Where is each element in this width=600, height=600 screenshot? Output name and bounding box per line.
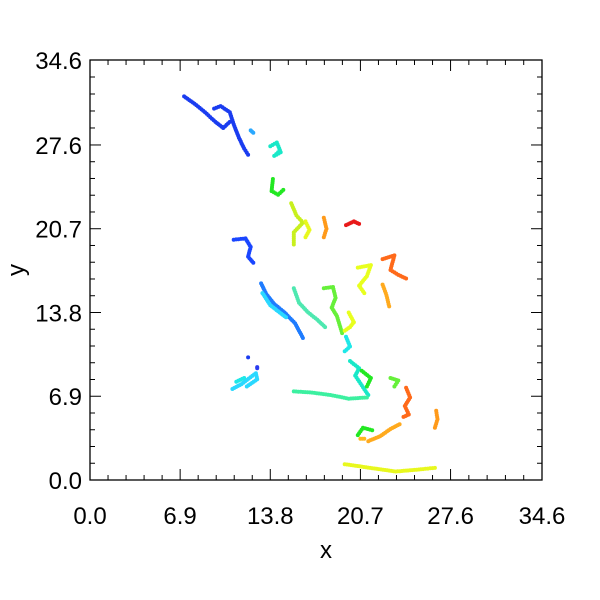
y-tick-label: 13.8 — [35, 301, 82, 328]
y-tick-label: 20.7 — [35, 217, 82, 244]
x-tick-labels: 0.0 6.9 13.8 20.7 27.6 34.6 — [73, 503, 565, 530]
plot-frame — [89, 59, 543, 481]
data-point — [276, 150, 281, 155]
data-point — [255, 366, 260, 371]
data-point — [340, 331, 345, 336]
data-point — [251, 130, 256, 135]
data-point — [357, 221, 362, 226]
x-tick-label: 0.0 — [73, 503, 106, 530]
data-point — [362, 291, 367, 296]
y-tick-label: 27.6 — [35, 133, 82, 160]
data-point — [242, 376, 247, 380]
data-point — [246, 355, 251, 360]
data-point — [370, 428, 375, 433]
data-point — [404, 276, 409, 281]
data-point — [342, 349, 347, 354]
x-tick-label: 20.7 — [337, 503, 384, 530]
data-point — [342, 328, 347, 333]
data-point — [281, 187, 286, 192]
data-point — [303, 235, 308, 240]
data-point — [387, 304, 392, 309]
data-point — [392, 384, 397, 389]
y-tick-labels: 0.0 6.9 13.8 20.7 27.6 34.6 — [35, 48, 82, 495]
data-point — [364, 395, 369, 400]
x-tick-label: 34.6 — [519, 503, 566, 530]
data-point — [300, 336, 305, 340]
y-tick-label: 6.9 — [49, 384, 82, 411]
y-tick-label: 0.0 — [49, 468, 82, 495]
y-tick-label: 34.6 — [35, 48, 82, 75]
x-axis-label: x — [320, 537, 332, 564]
data-point — [397, 422, 402, 427]
data-point — [323, 325, 328, 330]
data-point — [321, 235, 326, 240]
data-point — [362, 436, 367, 441]
data-point — [284, 315, 288, 320]
data-points — [182, 94, 440, 474]
x-tick-label: 13.8 — [247, 503, 294, 530]
data-point — [401, 414, 406, 419]
data-point — [244, 384, 249, 389]
x-tick-label: 27.6 — [427, 503, 474, 530]
data-point — [432, 425, 437, 430]
x-tick-label: 6.9 — [163, 503, 196, 530]
data-point — [432, 465, 437, 470]
y-axis-label: y — [3, 264, 30, 276]
axis-ticks — [89, 59, 543, 481]
data-point — [364, 384, 369, 389]
data-point — [251, 260, 256, 265]
data-point — [291, 242, 296, 247]
data-point — [246, 152, 251, 157]
